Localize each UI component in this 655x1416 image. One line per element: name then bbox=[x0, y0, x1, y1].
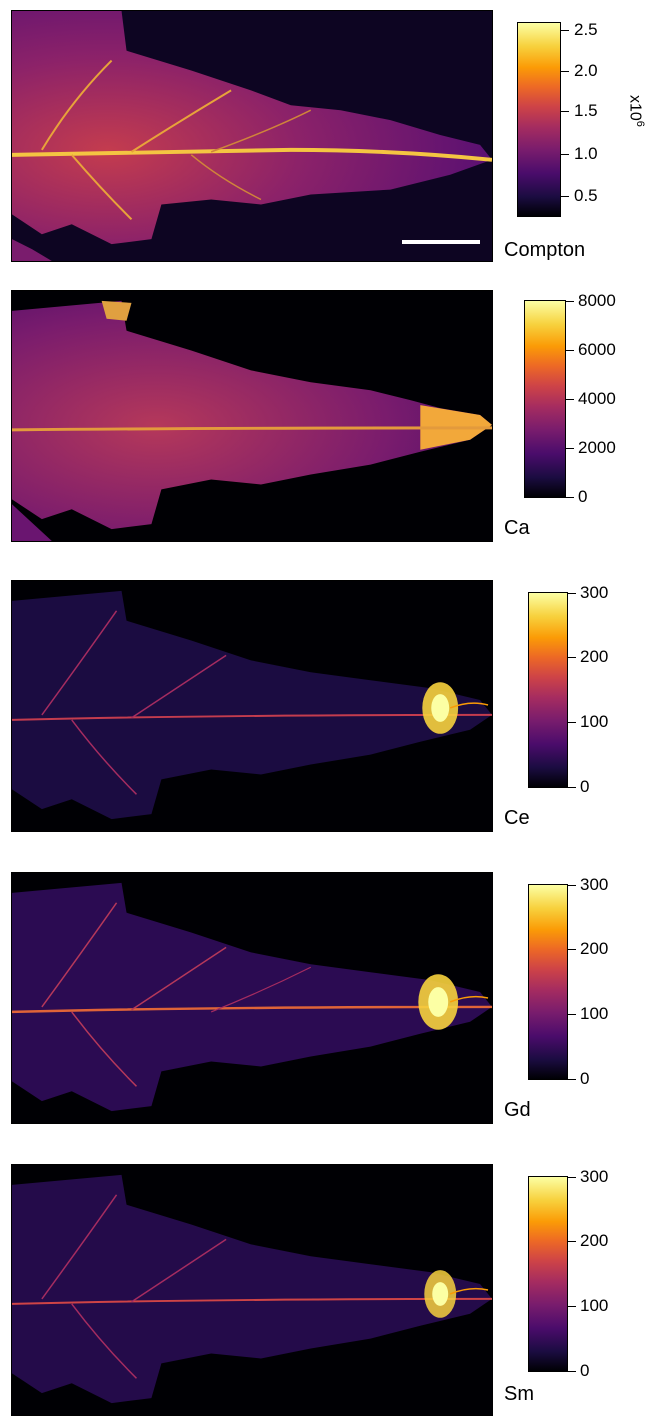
ca-tick-label: 0 bbox=[578, 487, 588, 506]
gd-colorbar bbox=[528, 884, 568, 1080]
ce-tick-label: 0 bbox=[580, 777, 590, 796]
compton-tick-label: 2.5 bbox=[574, 20, 598, 39]
gd-tick-label: 300 bbox=[580, 875, 609, 894]
ca-tick-label: 6000 bbox=[578, 340, 616, 359]
ce-label: Ce bbox=[504, 807, 530, 829]
panel-sm: 300 200 100 0 Sm bbox=[0, 1154, 655, 1416]
sm-tick-label: 300 bbox=[580, 1167, 609, 1186]
sm-label: Sm bbox=[504, 1383, 534, 1405]
gd-tick-label: 0 bbox=[580, 1069, 590, 1088]
panel-ca: 8000 6000 4000 2000 0 Ca bbox=[0, 280, 655, 550]
gd-label: Gd bbox=[504, 1099, 531, 1121]
compton-tick-label: 2.0 bbox=[574, 61, 598, 80]
ca-map-image bbox=[11, 290, 493, 542]
sm-tick-label: 200 bbox=[580, 1231, 609, 1250]
compton-map-image bbox=[11, 10, 493, 262]
ca-tick-label: 4000 bbox=[578, 389, 616, 408]
compton-label: Compton bbox=[504, 239, 586, 261]
ca-label: Ca bbox=[504, 517, 530, 539]
ce-tick-label: 300 bbox=[580, 583, 609, 602]
panel-gd: 300 200 100 0 Gd bbox=[0, 862, 655, 1132]
compton-colorbar bbox=[517, 22, 561, 217]
scale-bar bbox=[402, 240, 480, 244]
ce-colorbar bbox=[528, 592, 568, 788]
gd-tick-label: 200 bbox=[580, 939, 609, 958]
panel-compton: 2.5 2.0 1.5 1.0 0.5 x106 Compton bbox=[0, 0, 655, 270]
sm-tick-label: 100 bbox=[580, 1296, 609, 1315]
panel-ce: 300 200 100 0 Ce bbox=[0, 570, 655, 840]
compton-tick-label: 1.5 bbox=[574, 101, 598, 120]
compton-tick-label: 0.5 bbox=[574, 186, 598, 205]
ca-colorbar bbox=[524, 300, 566, 498]
ce-tick-label: 200 bbox=[580, 647, 609, 666]
sm-tick-label: 0 bbox=[580, 1361, 590, 1380]
sm-map-image bbox=[11, 1164, 493, 1416]
sm-colorbar bbox=[528, 1176, 568, 1372]
ca-tick-label: 2000 bbox=[578, 438, 616, 457]
ca-tick-label: 8000 bbox=[578, 291, 616, 310]
ce-map-image bbox=[11, 580, 493, 832]
compton-multiplier: x106 bbox=[626, 95, 646, 127]
ce-tick-label: 100 bbox=[580, 712, 609, 731]
gd-tick-label: 100 bbox=[580, 1004, 609, 1023]
compton-tick-label: 1.0 bbox=[574, 144, 598, 163]
gd-map-image bbox=[11, 872, 493, 1124]
